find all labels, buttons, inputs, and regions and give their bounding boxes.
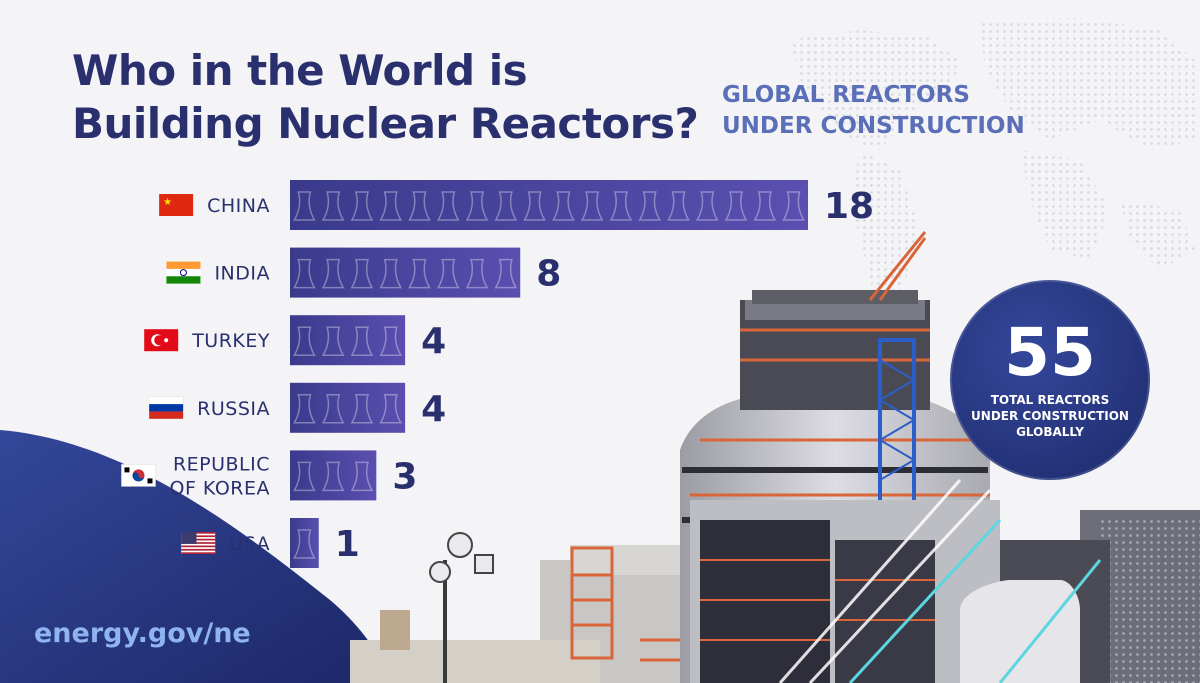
- total-caption-line-2: UNDER CONSTRUCTION: [971, 409, 1129, 423]
- korea-flag-icon: [121, 464, 156, 487]
- reactor-construction-illustration: [350, 231, 1200, 683]
- cooling-tower-icon: [350, 461, 374, 492]
- cooling-tower-icon: [293, 394, 316, 424]
- total-reactors-badge: 55 TOTAL REACTORS UNDER CONSTRUCTION GLO…: [950, 280, 1150, 480]
- total-reactors-caption: TOTAL REACTORS UNDER CONSTRUCTION GLOBAL…: [950, 392, 1150, 440]
- cooling-tower-icon: [465, 191, 489, 221]
- cooling-tower-icon: [753, 191, 777, 221]
- cooling-tower-icon: [408, 258, 431, 289]
- navy-corner-shape: [0, 430, 395, 683]
- bar-row: 1 USA: [181, 518, 360, 568]
- cooling-tower-icon: [436, 191, 460, 221]
- bar-chart: 18 CHINA ★ 8 INDIA 4 TURKEY 4 RUSSIA 3 REPUBLIC OF …: [121, 180, 874, 568]
- category-label: REPUBLIC OF KOREA: [169, 453, 270, 499]
- category-label: CHINA: [207, 195, 270, 217]
- bar: [290, 382, 406, 433]
- page-title: Who in the World is Building Nuclear Rea…: [72, 44, 699, 150]
- data-label: 4: [421, 321, 446, 362]
- cooling-tower-icon: [293, 191, 316, 221]
- data-label: 1: [335, 524, 360, 565]
- cooling-tower-icon: [494, 258, 518, 289]
- cooling-tower-icon: [321, 326, 345, 356]
- bar: [290, 518, 319, 568]
- cooling-tower-icon: [379, 191, 403, 221]
- cooling-tower-icon: [408, 191, 431, 221]
- turkey-flag-icon: [144, 329, 179, 352]
- cooling-tower-icon: [695, 191, 719, 221]
- data-label: 8: [536, 254, 561, 295]
- footer-link[interactable]: energy.gov/ne: [34, 618, 251, 649]
- cooling-tower-icon: [293, 258, 316, 289]
- russia-flag-icon: [148, 396, 184, 419]
- cooling-tower-icon: [321, 191, 345, 221]
- cooling-tower-icon: [293, 326, 316, 356]
- cooling-tower-icon: [552, 191, 575, 221]
- cooling-tower-icon: [609, 191, 633, 221]
- cooling-tower-icon: [293, 529, 316, 559]
- bar: [290, 180, 808, 230]
- cooling-tower-icon: [350, 191, 374, 221]
- bar: [290, 247, 521, 298]
- title-line-1: Who in the World is: [72, 46, 528, 95]
- total-caption-line-3: GLOBALLY: [1016, 425, 1084, 439]
- data-label: 4: [421, 389, 446, 430]
- cooling-tower-icon: [350, 326, 374, 356]
- bar-row: 8 INDIA: [166, 247, 561, 298]
- cooling-tower-icon: [321, 258, 345, 289]
- data-label: 18: [824, 186, 874, 227]
- category-label: USA: [229, 533, 270, 555]
- category-label: INDIA: [214, 263, 270, 285]
- cooling-tower-icon: [494, 191, 518, 221]
- world-map-dots: [790, 18, 1195, 320]
- cooling-tower-icon: [379, 258, 403, 289]
- bar-row: 4 TURKEY: [144, 315, 446, 366]
- bar-row: 3 REPUBLIC OF KOREA: [121, 450, 417, 501]
- category-label: RUSSIA: [197, 398, 270, 420]
- cooling-tower-icon: [724, 191, 748, 221]
- india-flag-icon: [166, 261, 201, 284]
- total-caption-line-1: TOTAL REACTORS: [990, 393, 1110, 407]
- svg-text:★: ★: [163, 197, 172, 208]
- bar-row: 18 CHINA ★: [159, 180, 874, 230]
- china-flag-icon: ★: [159, 194, 194, 216]
- cooling-tower-icon: [321, 394, 345, 424]
- bar: [290, 450, 377, 501]
- cooling-tower-icon: [293, 461, 316, 492]
- cooling-tower-icon: [436, 258, 460, 289]
- cooling-tower-icon: [523, 191, 546, 221]
- total-reactors-value: 55: [1004, 314, 1096, 391]
- cooling-tower-icon: [465, 258, 489, 289]
- cooling-tower-icon: [350, 394, 374, 424]
- chart-subtitle: GLOBAL REACTORS UNDER CONSTRUCTION: [722, 80, 1025, 142]
- cooling-tower-icon: [379, 394, 403, 424]
- title-line-2: Building Nuclear Reactors?: [72, 99, 699, 148]
- cooling-tower-icon: [379, 326, 403, 356]
- cooling-tower-icon: [580, 191, 604, 221]
- subtitle-line-2: UNDER CONSTRUCTION: [722, 113, 1025, 139]
- usa-flag-icon: [181, 532, 216, 554]
- category-label: TURKEY: [191, 330, 270, 352]
- cooling-tower-icon: [638, 191, 662, 221]
- cooling-tower-icon: [782, 191, 805, 221]
- cooling-tower-icon: [667, 191, 690, 221]
- cooling-tower-icon: [321, 461, 345, 492]
- cooling-tower-icon: [350, 258, 374, 289]
- bar-row: 4 RUSSIA: [148, 382, 446, 433]
- subtitle-line-1: GLOBAL REACTORS: [722, 82, 970, 108]
- data-label: 3: [392, 456, 417, 497]
- bar: [290, 315, 406, 366]
